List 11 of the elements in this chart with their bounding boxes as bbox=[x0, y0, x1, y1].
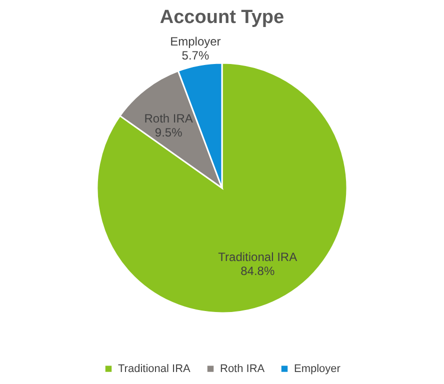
data-label: 9.5% bbox=[154, 126, 183, 140]
pie-slice bbox=[96, 62, 348, 314]
slice-label: Roth IRA bbox=[144, 112, 193, 126]
chart-title: Account Type bbox=[160, 7, 284, 28]
slice-label: Employer bbox=[170, 34, 221, 48]
legend-label: Employer bbox=[294, 362, 341, 375]
data-label: 5.7% bbox=[182, 48, 210, 62]
slice-label: Traditional IRA bbox=[218, 250, 298, 264]
data-label: 84.8% bbox=[240, 264, 275, 278]
legend-label: Traditional IRA bbox=[118, 362, 192, 375]
legend-label: Roth IRA bbox=[220, 362, 266, 375]
